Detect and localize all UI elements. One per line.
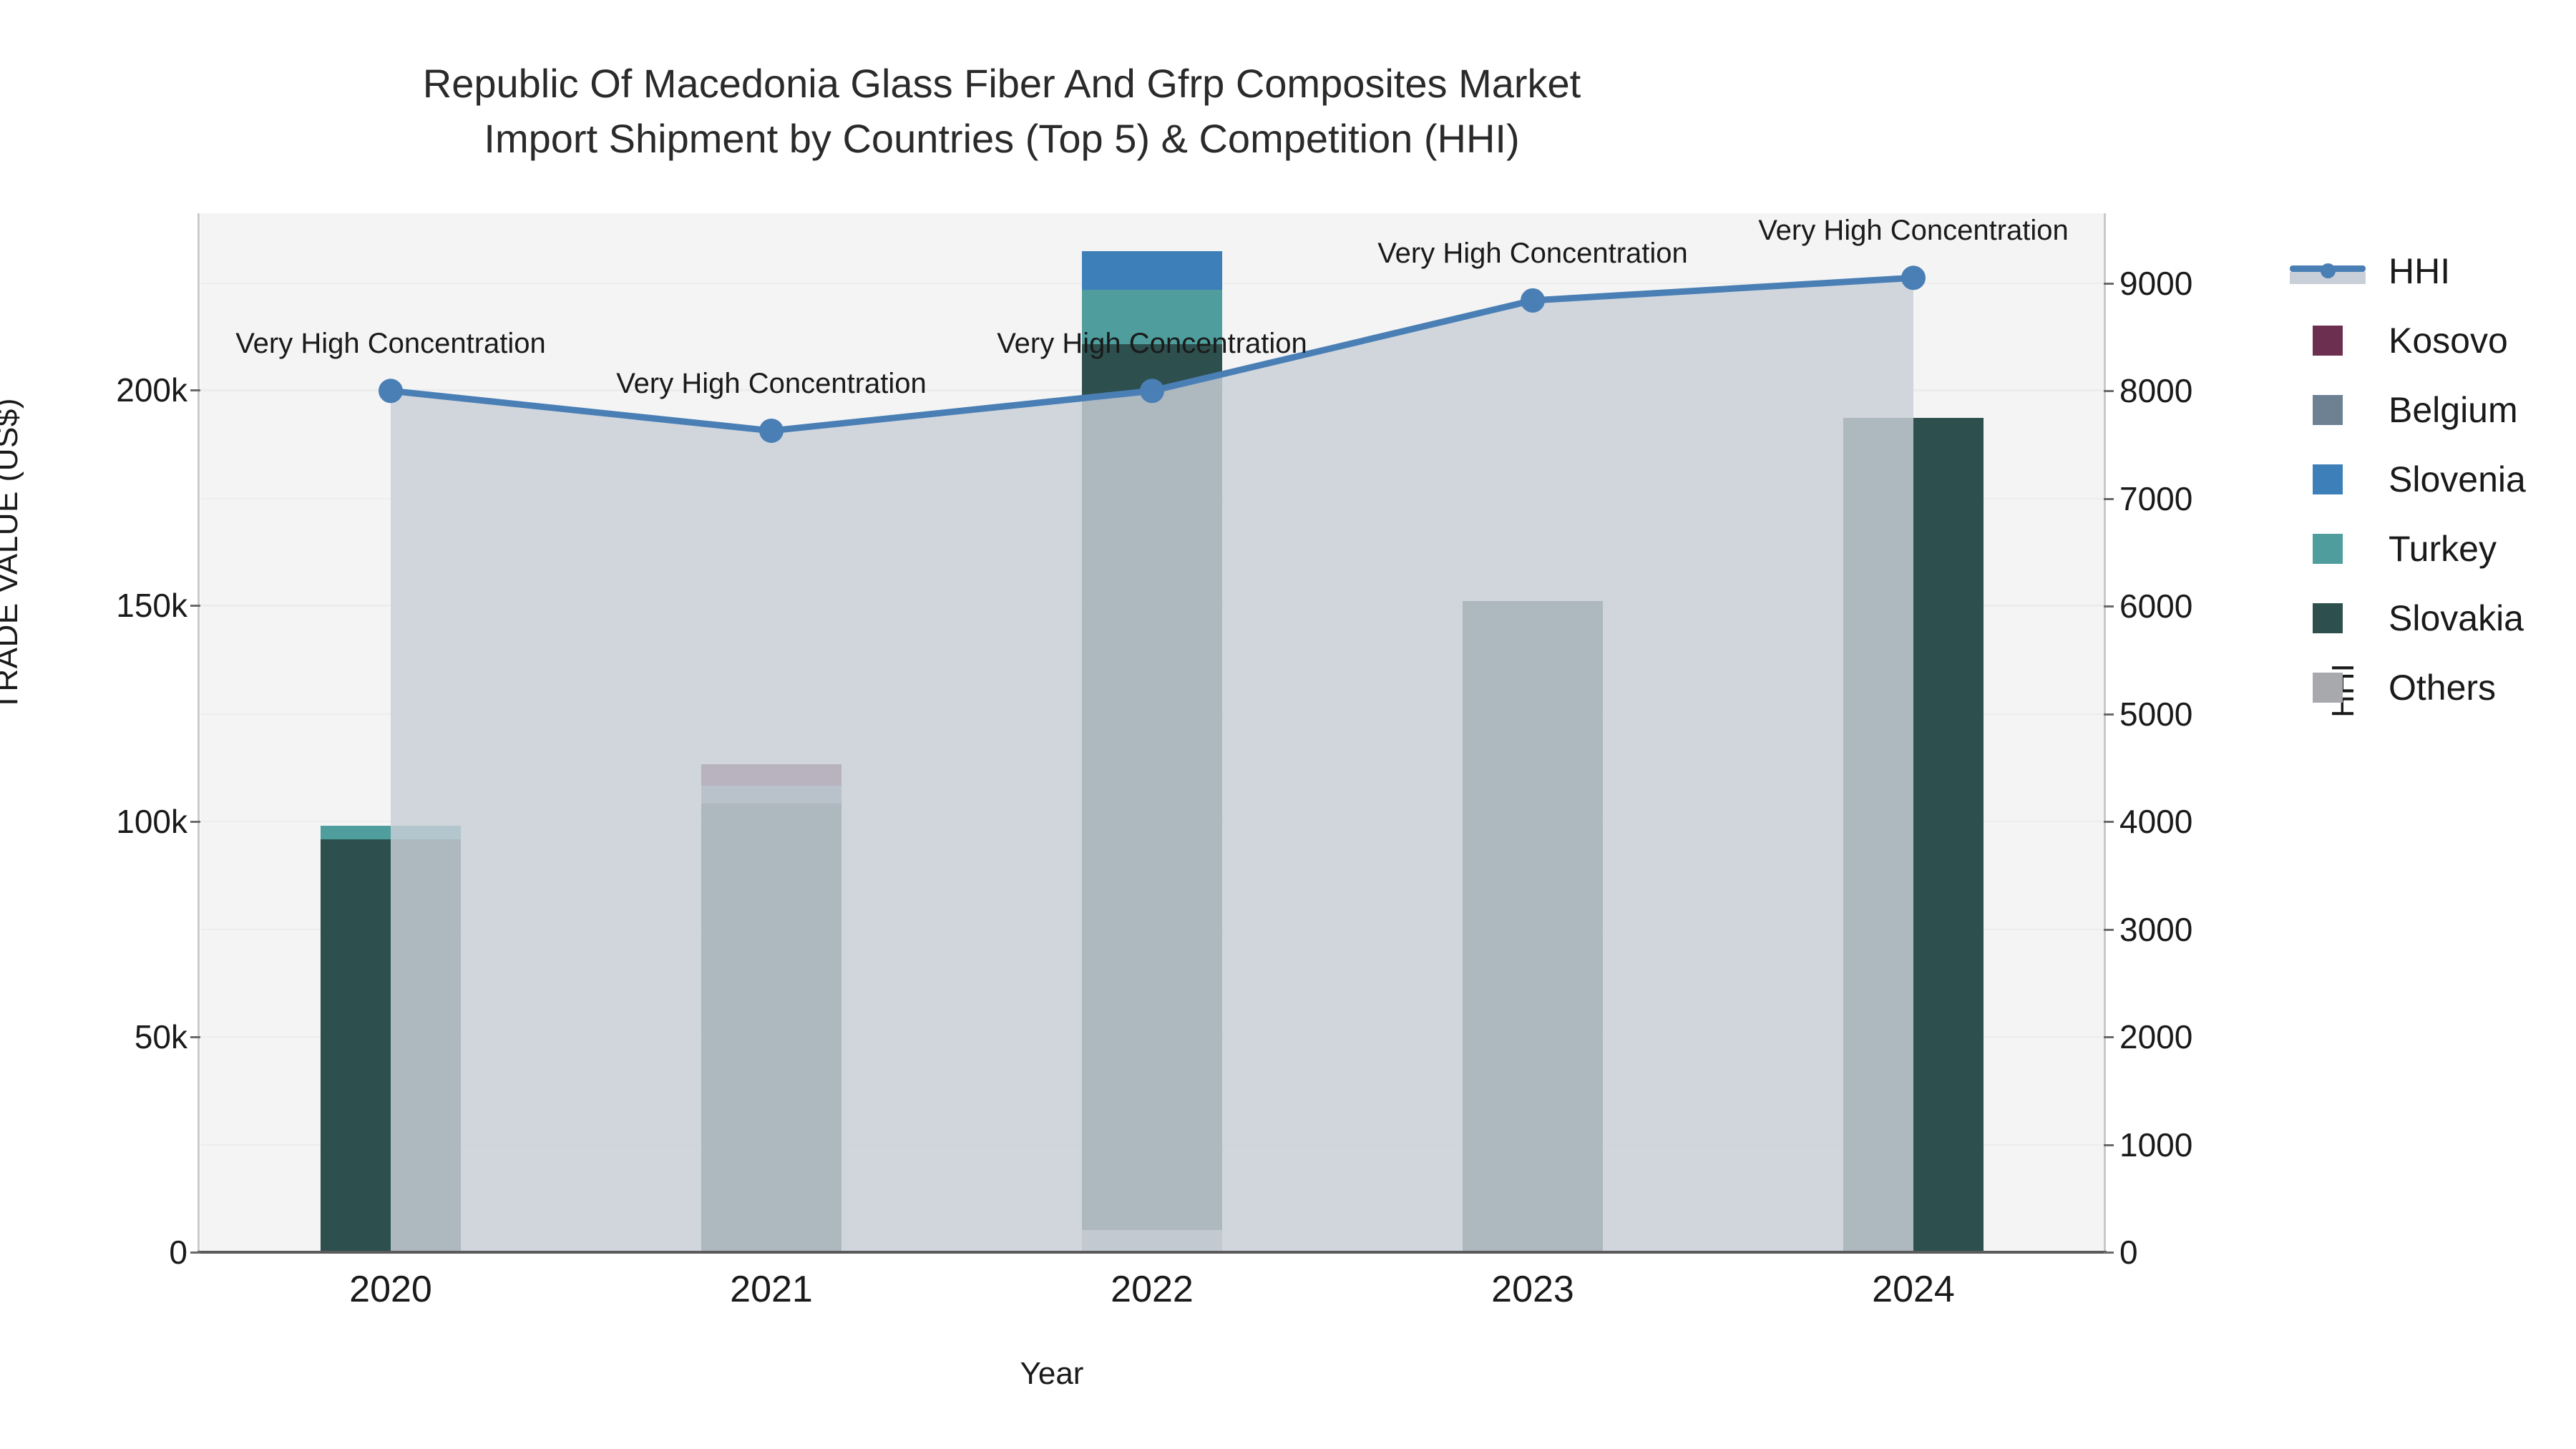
hhi-annotation-2023: Very High Concentration [1377,237,1688,269]
bar-2020[interactable] [321,825,461,1252]
hhi-annotation-2022: Very High Concentration [997,328,1307,360]
y-tick-right-4000: 4000 [2119,803,2193,841]
y-tick-mark-right [2104,713,2114,716]
legend-label-slovenia: Slovenia [2389,459,2526,499]
legend-label-belgium: Belgium [2389,389,2518,430]
y-tick-left-100k: 100k [116,802,187,840]
bar-2022[interactable] [1082,251,1222,1252]
legend-item-others[interactable]: Others [2290,653,2576,722]
bar-segment-slovakia[interactable] [1463,601,1603,1252]
y-axis-left-line [197,213,200,1252]
legend-label-kosovo: Kosovo [2389,320,2508,361]
bar-segment-others[interactable] [1082,1229,1222,1252]
legend-swatch-kosovo [2313,325,2343,356]
y-tick-right-1000: 1000 [2119,1126,2193,1163]
legend-label-others: Others [2389,667,2497,708]
bar-segment-slovakia[interactable] [321,839,461,1252]
y-tick-right-7000: 7000 [2119,479,2193,517]
x-tick-2022: 2022 [1111,1269,1194,1310]
hhi-annotation-2024: Very High Concentration [1758,215,2069,247]
y-tick-mark-right [2104,1143,2114,1146]
y-tick-right-8000: 8000 [2119,372,2193,410]
y-tick-left-200k: 200k [116,371,187,409]
legend-swatch-belgium [2313,394,2343,425]
legend-swatch-turkey [2313,533,2343,564]
bar-segment-slovakia[interactable] [1082,343,1222,1230]
hhi-marker-2024[interactable] [1901,265,1926,291]
x-tick-2023: 2023 [1491,1269,1574,1310]
bar-segment-slovenia[interactable] [1082,251,1222,291]
y-tick-right-0: 0 [2119,1234,2138,1271]
y-axis-left-label: TRADE VALUE (US$) [0,398,24,711]
y-tick-left-50k: 50k [134,1018,187,1055]
y-tick-mark-left [190,389,200,392]
y-tick-right-3000: 3000 [2119,910,2193,948]
legend-line-dot [2321,263,2336,278]
y-tick-mark-left [190,1035,200,1038]
bar-segment-turkey[interactable] [321,825,461,839]
y-tick-mark-right [2104,1036,2114,1039]
legend-item-turkey[interactable]: Turkey [2290,514,2576,583]
x-tick-2021: 2021 [730,1269,813,1310]
y-tick-mark-right [2104,821,2114,824]
hhi-annotation-2021: Very High Concentration [616,367,927,399]
y-tick-mark-right [2104,605,2114,608]
x-axis-line [197,1251,2107,1254]
x-axis-label: Year [1020,1356,1084,1391]
bar-segment-slovakia[interactable] [701,804,841,1252]
chart-title-line-1: Republic Of Macedonia Glass Fiber And Gf… [422,61,1581,106]
legend-item-slovakia[interactable]: Slovakia [2290,583,2576,653]
legend-item-belgium[interactable]: Belgium [2290,375,2576,444]
legend-swatch-slovenia [2313,464,2343,494]
bar-2021[interactable] [701,764,841,1252]
chart-title-line-2: Import Shipment by Countries (Top 5) & C… [484,116,1520,162]
bar-2024[interactable] [1843,418,1984,1252]
bar-segment-slovakia[interactable] [1843,418,1984,1252]
legend-label-hhi: HHI [2389,250,2451,291]
hhi-annotation-2020: Very High Concentration [235,328,546,360]
y-tick-mark-right [2104,1252,2114,1254]
plot-area [200,213,2104,1252]
y-tick-right-9000: 9000 [2119,264,2193,302]
y-tick-mark-right [2104,928,2114,931]
legend-swatch-slovakia [2313,602,2343,633]
x-tick-2020: 2020 [349,1269,432,1310]
bar-segment-kosovo[interactable] [701,764,841,786]
y-tick-mark-left [190,605,200,608]
hhi-marker-2023[interactable] [1521,288,1545,313]
y-tick-left-0: 0 [169,1234,187,1271]
legend: HHI Kosovo Belgium Slovenia Turkey Slovakia Ot… [2290,236,2576,722]
y-tick-left-150k: 150k [116,587,187,625]
y-tick-mark-right [2104,497,2114,500]
y-tick-right-5000: 5000 [2119,695,2193,733]
legend-swatch-others [2313,672,2343,703]
y-tick-mark-right [2104,390,2114,393]
legend-label-slovakia: Slovakia [2389,597,2524,638]
legend-item-kosovo[interactable]: Kosovo [2290,306,2576,375]
bar-2023[interactable] [1463,601,1603,1252]
y-tick-right-2000: 2000 [2119,1018,2193,1056]
y-tick-mark-left [190,820,200,823]
legend-item-slovenia[interactable]: Slovenia [2290,444,2576,514]
legend-line-marker-icon [2290,256,2366,286]
legend-item-hhi[interactable]: HHI [2290,236,2576,306]
y-tick-mark-left [190,1252,200,1254]
y-tick-right-6000: 6000 [2119,587,2193,625]
x-tick-2024: 2024 [1872,1269,1955,1310]
chart-title: Republic Of Macedonia Glass Fiber And Gf… [0,56,2004,167]
y-axis-right-line [2104,213,2106,1252]
hhi-marker-2021[interactable] [759,418,784,443]
legend-label-turkey: Turkey [2389,528,2497,569]
y-tick-mark-right [2104,282,2114,285]
bar-segment-belgium[interactable] [701,786,841,804]
